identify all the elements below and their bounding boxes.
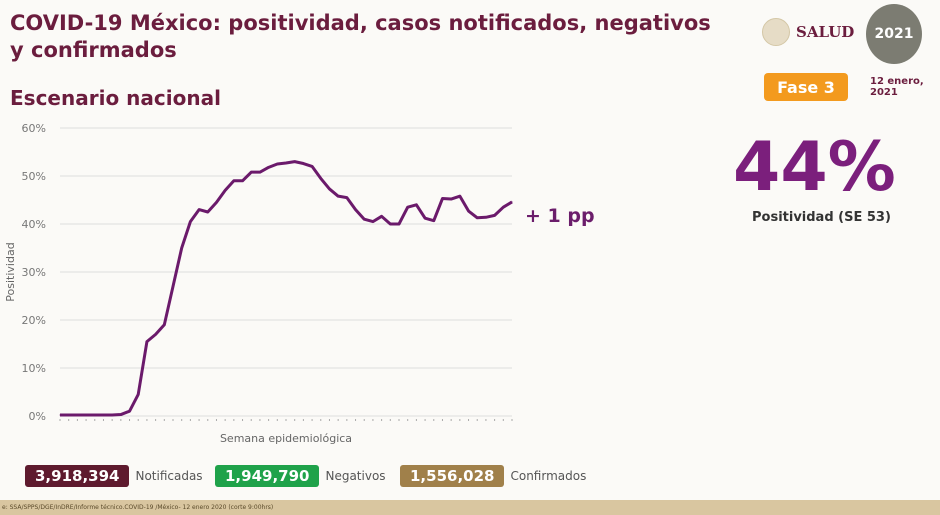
data-point xyxy=(215,201,217,203)
data-point xyxy=(311,165,313,167)
data-point xyxy=(494,214,496,216)
data-point xyxy=(337,195,339,197)
data-point xyxy=(285,162,287,164)
stat-confirmados: 1,556,028 Confirmados xyxy=(400,465,586,487)
data-point xyxy=(137,393,139,395)
stat-notificadas: 3,918,394 Notificadas xyxy=(25,465,203,487)
data-point xyxy=(381,215,383,217)
data-point xyxy=(172,285,174,287)
stat-label: Notificadas xyxy=(135,469,203,483)
data-point xyxy=(276,163,278,165)
data-point xyxy=(424,217,426,219)
salud-logo: SALUD xyxy=(762,18,854,46)
data-point xyxy=(242,180,244,182)
data-point xyxy=(224,189,226,191)
positivity-line xyxy=(60,160,513,417)
data-point xyxy=(407,206,409,208)
data-point xyxy=(259,171,261,173)
y-tick-label: 40% xyxy=(22,218,46,231)
data-point xyxy=(459,195,461,197)
data-point xyxy=(155,333,157,335)
stat-value: 3,918,394 xyxy=(25,465,130,487)
subtitle: Escenario nacional xyxy=(10,86,221,110)
data-point xyxy=(302,163,304,165)
y-axis-label: Positividad xyxy=(4,242,17,301)
y-tick-label: 20% xyxy=(22,314,46,327)
y-tick-label: 30% xyxy=(22,266,46,279)
stat-label: Negativos xyxy=(325,469,386,483)
data-point xyxy=(68,414,70,416)
data-point xyxy=(389,223,391,225)
source-footer: e: SSA/SPPS/DGE/InDRE/Informe técnico.CO… xyxy=(0,500,940,515)
data-point xyxy=(120,414,122,416)
data-point xyxy=(59,414,61,416)
page-title: COVID-19 México: positividad, casos noti… xyxy=(10,11,711,62)
data-point xyxy=(363,218,365,220)
data-point xyxy=(355,209,357,211)
data-point xyxy=(129,410,131,412)
data-point xyxy=(294,161,296,163)
y-tick-label: 10% xyxy=(22,362,46,375)
data-point xyxy=(450,198,452,200)
data-point xyxy=(372,221,374,223)
stat-value: 1,949,790 xyxy=(215,465,320,487)
data-point xyxy=(207,211,209,213)
positivity-label: Positividad (SE 53) xyxy=(752,210,891,225)
data-point xyxy=(76,414,78,416)
data-point xyxy=(502,206,504,208)
x-axis-label: Semana epidemiológica xyxy=(220,432,352,445)
data-point xyxy=(346,197,348,199)
data-point xyxy=(320,177,322,179)
y-tick-label: 0% xyxy=(29,410,46,423)
positivity-value: 44% xyxy=(733,128,896,207)
data-point xyxy=(250,171,252,173)
y-tick-label: 60% xyxy=(22,122,46,135)
stat-value: 1,556,028 xyxy=(400,465,505,487)
data-point xyxy=(94,414,96,416)
data-point xyxy=(415,204,417,206)
salud-text: SALUD xyxy=(796,23,855,41)
data-point xyxy=(441,198,443,200)
date: 12 enero, 2021 xyxy=(870,76,924,98)
data-point xyxy=(111,414,113,416)
data-point xyxy=(85,414,87,416)
data-point xyxy=(233,180,235,182)
data-point xyxy=(198,209,200,211)
data-point xyxy=(102,414,104,416)
data-point xyxy=(181,247,183,249)
data-point xyxy=(146,341,148,343)
stat-label: Confirmados xyxy=(510,469,587,483)
phase-badge: Fase 3 xyxy=(764,73,848,101)
mexico-2021-logo: 2021 xyxy=(866,4,922,64)
stat-negativos: 1,949,790 Negativos xyxy=(215,465,386,487)
data-point xyxy=(476,217,478,219)
data-point xyxy=(268,166,270,168)
y-tick-label: 50% xyxy=(22,170,46,183)
data-point xyxy=(398,223,400,225)
data-point xyxy=(328,188,330,190)
positivity-chart: 0% 10% 20% 30% 40% 50% 60% Semana epidemiológic… xyxy=(4,122,513,445)
data-point xyxy=(468,210,470,212)
data-point xyxy=(485,216,487,218)
data-point xyxy=(511,201,513,203)
data-point xyxy=(189,221,191,223)
data-point xyxy=(433,220,435,222)
seal-icon xyxy=(762,18,790,46)
data-point xyxy=(163,324,165,326)
change-label: + 1 pp xyxy=(525,205,595,227)
